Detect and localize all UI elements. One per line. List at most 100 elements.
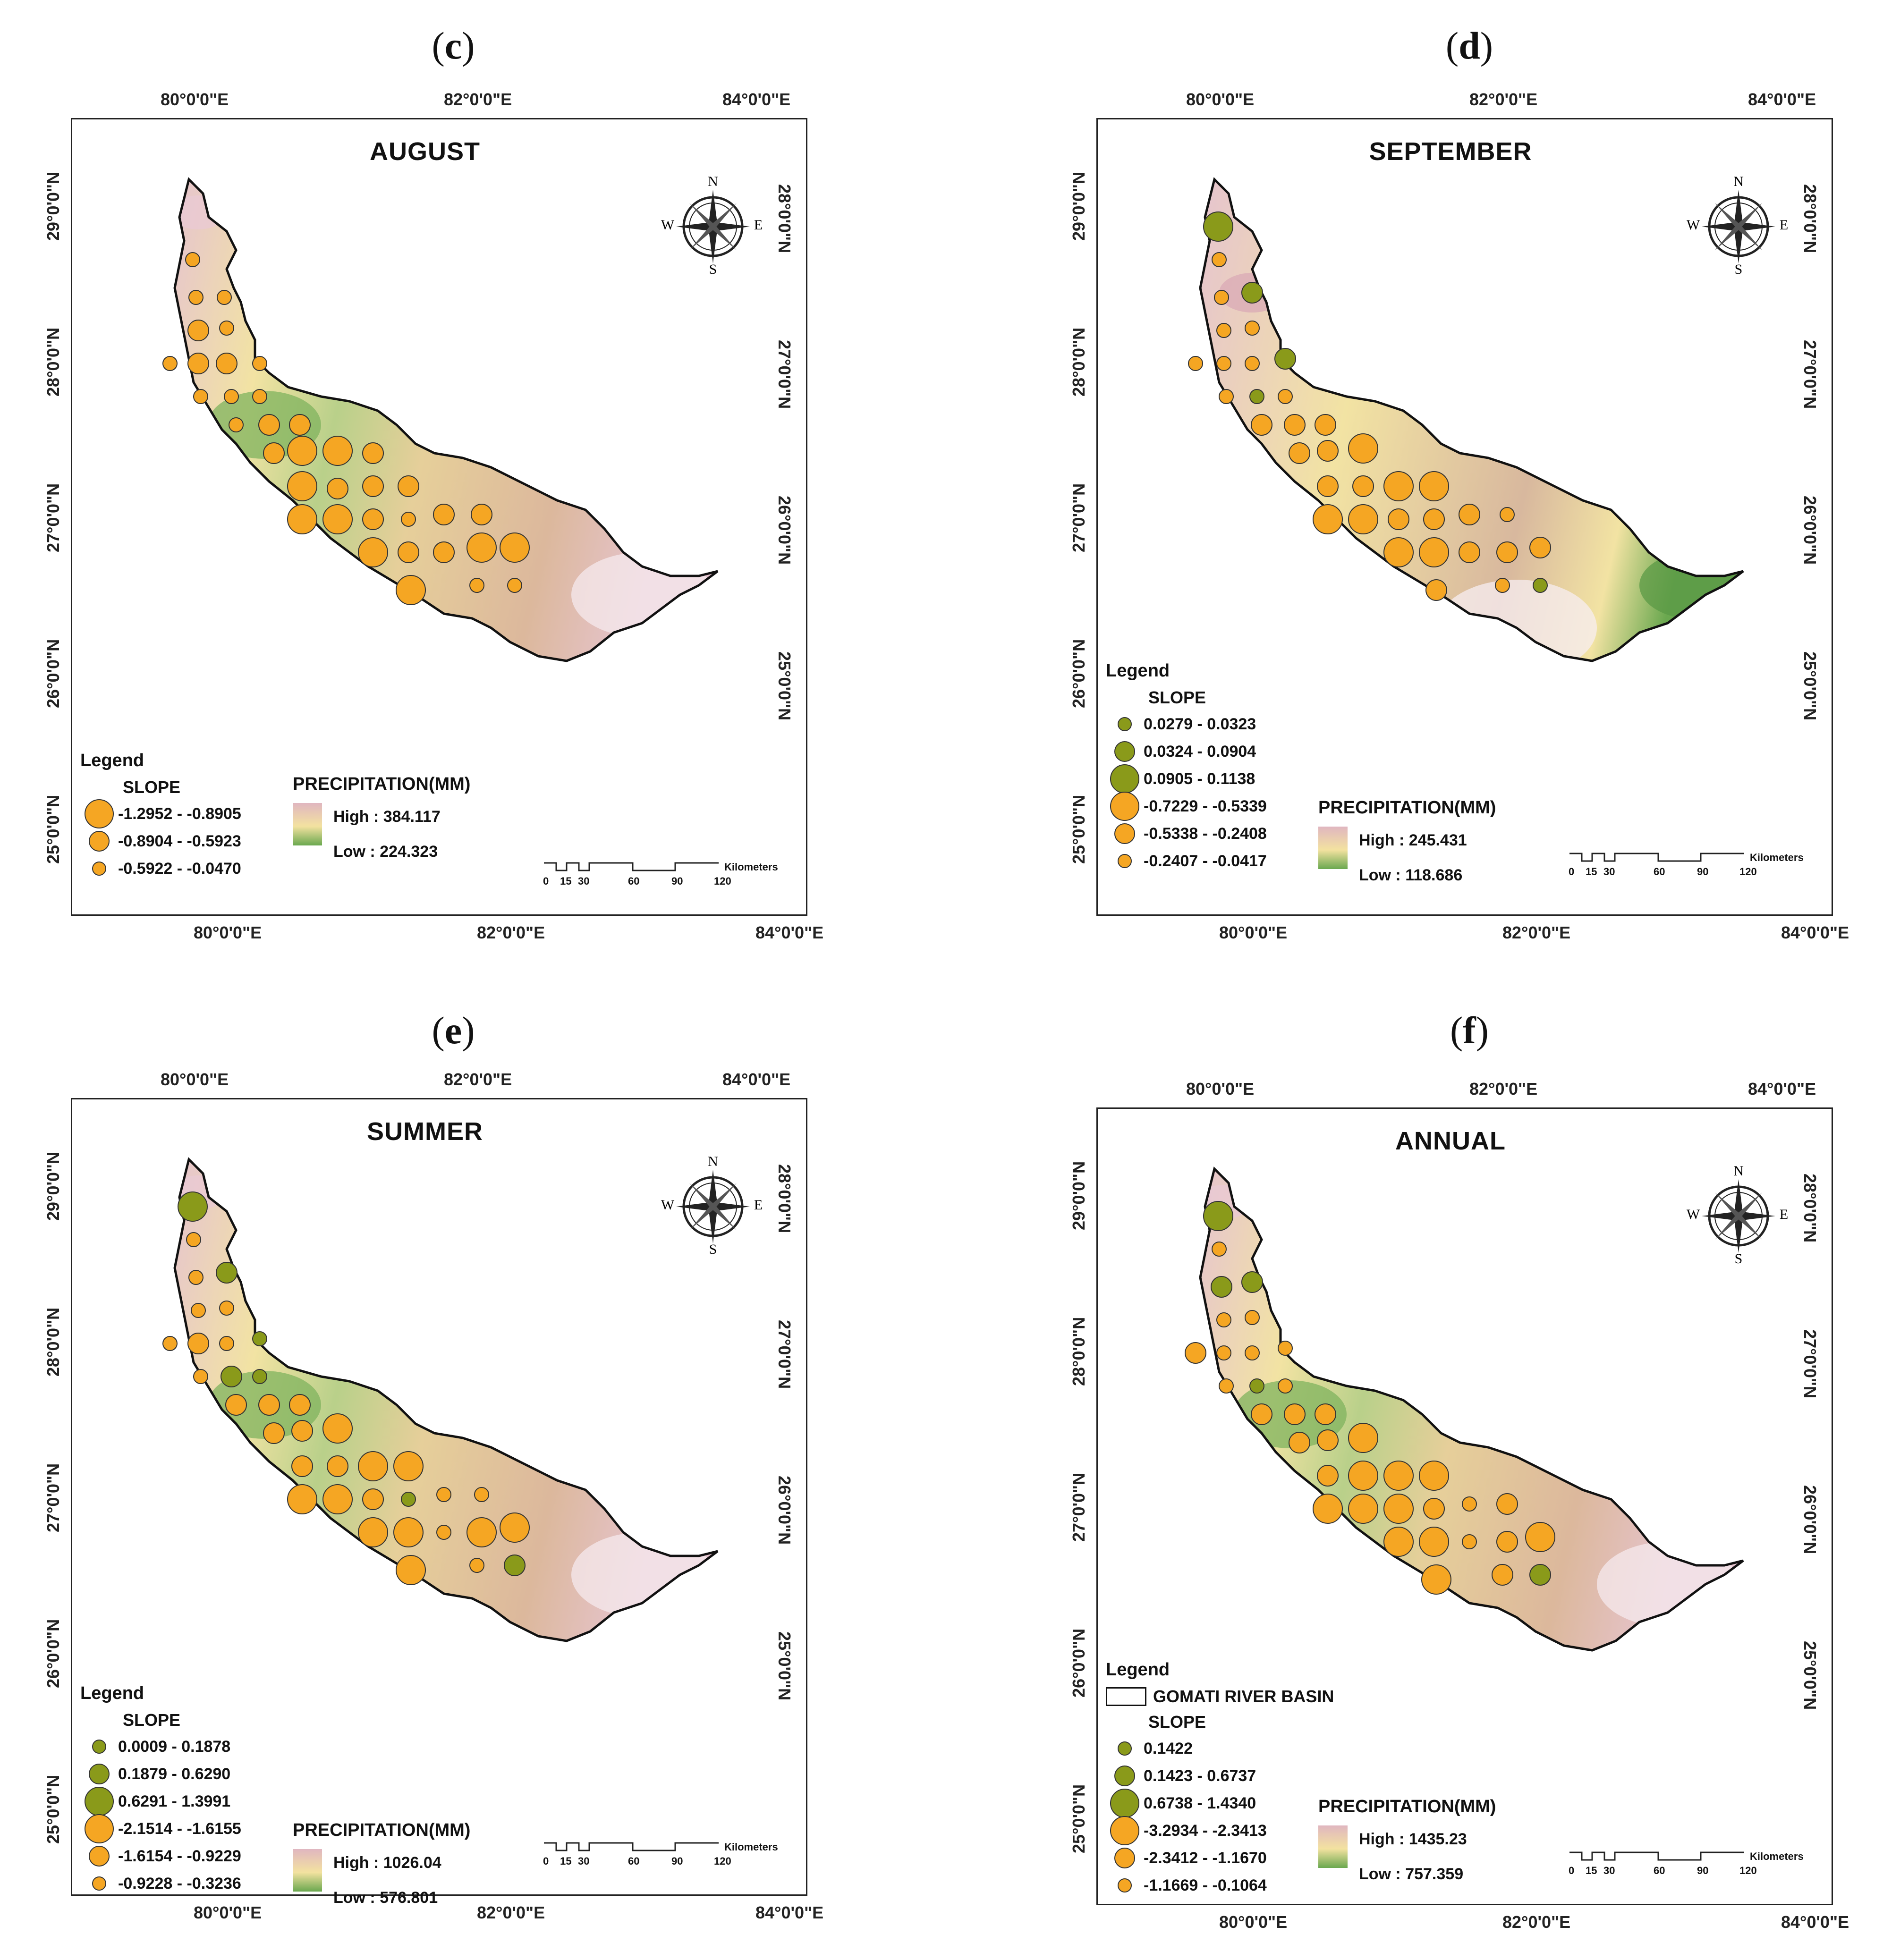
slope-class-label: -1.1669 - -0.1064 bbox=[1144, 1876, 1267, 1894]
slope-class-label: -3.2934 - -2.3413 bbox=[1144, 1821, 1267, 1840]
latitude-label-left: 28°0'0"N bbox=[43, 1307, 63, 1377]
label-letter: c bbox=[444, 24, 462, 67]
scale-bar-tick: 120 bbox=[714, 1855, 731, 1867]
station-dot bbox=[225, 1394, 247, 1416]
station-dot bbox=[1284, 414, 1306, 436]
station-dot bbox=[187, 320, 209, 341]
slope-class-symbol bbox=[1118, 854, 1132, 868]
station-dot bbox=[252, 356, 267, 371]
station-dot bbox=[1315, 1403, 1336, 1425]
longitude-label-bottom: 80°0'0"E bbox=[194, 923, 262, 942]
longitude-label-top: 80°0'0"E bbox=[161, 90, 229, 109]
longitude-label-bottom: 80°0'0"E bbox=[1219, 923, 1288, 942]
station-dot bbox=[216, 353, 238, 374]
scale-bar-tick: 30 bbox=[578, 875, 590, 887]
slope-class-label: -2.1514 - -1.6155 bbox=[118, 1819, 241, 1838]
station-dot bbox=[1495, 578, 1510, 593]
longitude-label-top: 80°0'0"E bbox=[1186, 1079, 1255, 1098]
station-dot bbox=[1216, 1312, 1231, 1327]
station-dot bbox=[1348, 504, 1378, 534]
station-dot bbox=[224, 389, 239, 404]
station-dot bbox=[1315, 414, 1336, 436]
station-dot bbox=[162, 356, 178, 371]
station-dot bbox=[1459, 541, 1480, 563]
label-close-paren: ) bbox=[462, 24, 475, 67]
panel-label: (d) bbox=[1375, 24, 1564, 68]
compass-e-label: E bbox=[1780, 1207, 1788, 1222]
station-dot bbox=[186, 1232, 201, 1247]
station-dot bbox=[1203, 1201, 1233, 1231]
station-dot bbox=[358, 1517, 388, 1547]
station-dot bbox=[287, 436, 317, 466]
station-dot bbox=[322, 1484, 353, 1514]
station-dot bbox=[291, 1455, 313, 1477]
station-dot bbox=[1421, 1564, 1451, 1595]
longitude-label-bottom: 84°0'0"E bbox=[1781, 923, 1849, 942]
scale-bar-tick: 0 bbox=[1569, 1865, 1575, 1876]
station-dot bbox=[1216, 323, 1231, 338]
latitude-label-left: 25°0'0"N bbox=[1069, 794, 1088, 864]
station-dot bbox=[1388, 508, 1409, 530]
latitude-label-left: 25°0'0"N bbox=[43, 1774, 63, 1844]
slope-class-label: -1.6154 - -0.9229 bbox=[118, 1847, 241, 1865]
station-dot bbox=[287, 1484, 317, 1514]
slope-class-label: 0.0324 - 0.0904 bbox=[1144, 742, 1256, 760]
panel-label: (e) bbox=[359, 1008, 548, 1053]
station-dot bbox=[1245, 1310, 1260, 1325]
slope-class-label: 0.0009 - 0.1878 bbox=[118, 1737, 231, 1756]
compass-s-label: S bbox=[1735, 262, 1743, 277]
longitude-label-bottom: 82°0'0"E bbox=[1502, 1912, 1571, 1932]
station-dot bbox=[1317, 1465, 1339, 1487]
compass-rose-icon: N S E W bbox=[661, 174, 763, 277]
slope-class-label: 0.6291 - 1.3991 bbox=[118, 1792, 231, 1810]
label-open-paren: ( bbox=[432, 24, 445, 67]
latitude-label-left: 26°0'0"N bbox=[43, 639, 63, 708]
precipitation-surface bbox=[175, 179, 718, 661]
basin-map bbox=[1185, 1166, 1744, 1652]
station-dot bbox=[362, 442, 384, 464]
station-dot bbox=[1212, 252, 1227, 267]
precipitation-high: High : 384.117 bbox=[333, 808, 441, 826]
station-dot bbox=[258, 1394, 280, 1416]
scale-bar: Kilometers 0 15 30 60 90 120 bbox=[1569, 850, 1814, 878]
slope-class-row: -2.3412 - -1.1670 bbox=[1106, 1844, 1334, 1872]
station-dot bbox=[188, 290, 204, 305]
precipitation-low: Low : 118.686 bbox=[1359, 866, 1463, 884]
basin-legend-row: GOMATI RIVER BASIN bbox=[1106, 1687, 1334, 1707]
latitude-label-left: 28°0'0"N bbox=[43, 327, 63, 397]
compass-rose-icon: N S E W bbox=[661, 1154, 763, 1257]
scale-bar-tick: 90 bbox=[671, 875, 683, 887]
compass-n-label: N bbox=[1733, 1163, 1744, 1179]
slope-class-symbol bbox=[92, 862, 106, 876]
station-dot bbox=[287, 504, 317, 534]
station-dot bbox=[1500, 507, 1515, 522]
station-dot bbox=[1383, 1527, 1414, 1557]
slope-class-symbol bbox=[1118, 717, 1132, 731]
station-dot bbox=[252, 1331, 267, 1346]
station-dot bbox=[1492, 1564, 1513, 1586]
label-close-paren: ) bbox=[462, 1009, 475, 1052]
slope-class-symbol bbox=[92, 1876, 106, 1891]
slope-class-label: -2.3412 - -1.1670 bbox=[1144, 1849, 1267, 1867]
station-dot bbox=[263, 442, 285, 464]
scale-bar-tick: 15 bbox=[560, 875, 572, 887]
station-dot bbox=[219, 321, 234, 336]
legend-title: Legend bbox=[80, 1683, 144, 1703]
slope-class-symbol bbox=[85, 799, 114, 828]
basin-boundary bbox=[1199, 1166, 1744, 1652]
longitude-label-bottom: 80°0'0"E bbox=[1219, 1912, 1288, 1932]
slope-class-row: -0.8904 - -0.5923 bbox=[80, 828, 241, 855]
station-dot bbox=[1278, 1378, 1293, 1394]
scale-bar-tick: 15 bbox=[1586, 866, 1597, 878]
precipitation-color-ramp bbox=[293, 1849, 322, 1892]
slope-class-label: 0.0905 - 0.1138 bbox=[1144, 769, 1255, 788]
slope-class-row: 0.0279 - 0.0323 bbox=[1106, 710, 1267, 738]
label-letter: d bbox=[1459, 24, 1480, 67]
station-dot bbox=[252, 389, 267, 404]
panel-label: (f) bbox=[1375, 1008, 1564, 1053]
station-dot bbox=[398, 541, 419, 563]
longitude-label-bottom: 84°0'0"E bbox=[755, 1903, 824, 1922]
compass-w-label: W bbox=[1687, 217, 1700, 233]
slope-class-symbol bbox=[1114, 823, 1135, 844]
station-dot bbox=[393, 1517, 424, 1547]
